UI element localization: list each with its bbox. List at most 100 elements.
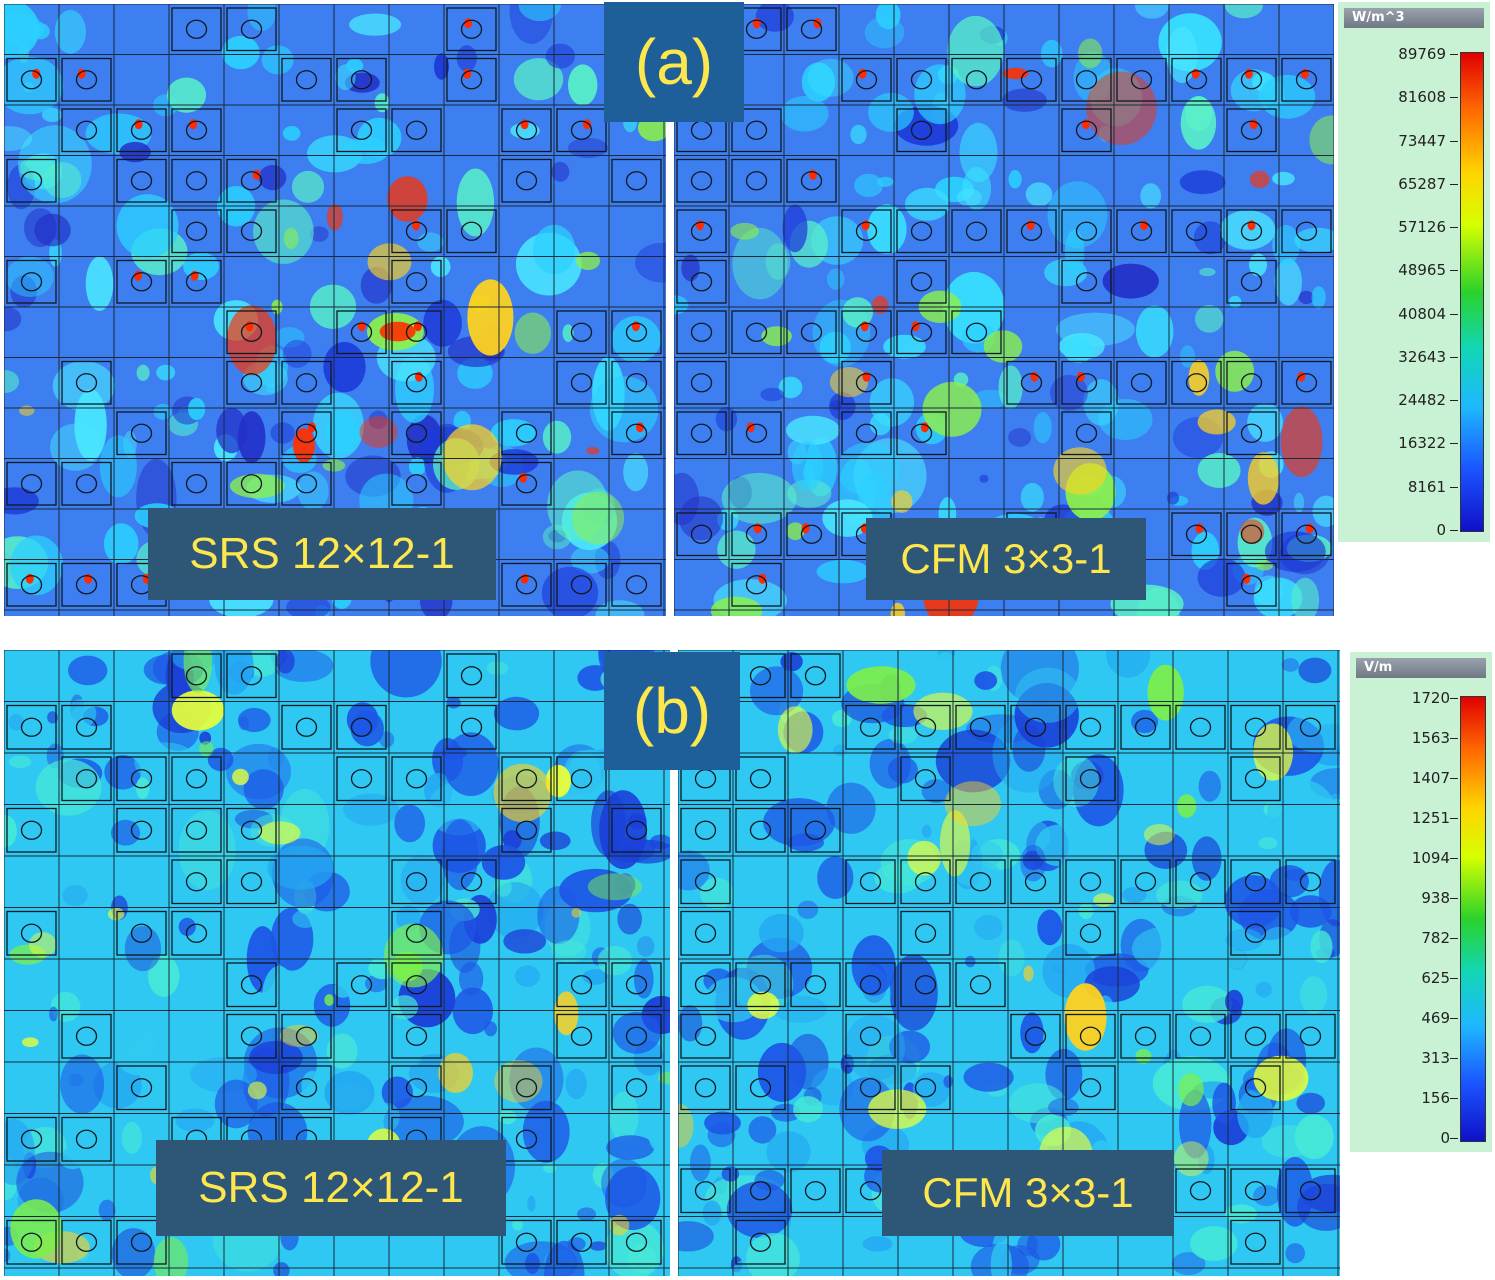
unit-cell-ring <box>75 474 98 494</box>
colorbar-tick-mark <box>1450 486 1458 488</box>
colorbar-tick-label: 1094 <box>1411 849 1450 867</box>
unit-cell-square <box>61 756 112 802</box>
unit-cell-square <box>1171 360 1222 405</box>
unit-cell-square <box>676 209 727 254</box>
unit-cell-square <box>446 7 497 52</box>
unit-cell-square <box>6 1219 57 1265</box>
unit-cell-square <box>391 1013 442 1059</box>
unit-cell-ring <box>295 70 318 90</box>
colorbar-tick-label: 57126 <box>1398 218 1446 237</box>
unit-cell-ring <box>405 923 428 943</box>
unit-cell-ring <box>460 221 483 241</box>
unit-cell-square <box>611 360 662 405</box>
unit-cell-ring <box>1075 423 1098 443</box>
unit-cell-square <box>226 859 277 905</box>
unit-cell-ring <box>855 373 878 393</box>
unit-cell-square <box>1061 108 1112 153</box>
unit-cell-square <box>1006 209 1057 254</box>
unit-cell-ring <box>914 975 937 995</box>
unit-cell-square <box>611 411 662 456</box>
unit-cell-square <box>61 704 112 750</box>
unit-cell-square <box>226 310 277 355</box>
unit-cell-ring <box>1079 923 1102 943</box>
unit-cell-square <box>896 411 947 456</box>
unit-cell-square <box>1230 1065 1281 1111</box>
unit-cell-ring <box>295 423 318 443</box>
unit-cell-ring <box>350 70 373 90</box>
unit-cell-ring <box>625 820 648 840</box>
unit-cell-square <box>790 1168 841 1214</box>
unit-cell-square <box>281 1065 332 1111</box>
unit-cell-ring <box>749 1181 772 1201</box>
unit-cell-square <box>1226 57 1277 102</box>
unit-cell-ring <box>130 1078 153 1098</box>
unit-cell-square <box>1230 910 1281 956</box>
figure-b-colorbar-gradient <box>1460 696 1486 1142</box>
unit-cell-ring <box>1244 769 1267 789</box>
unit-cell-square <box>281 57 332 102</box>
unit-cell-square <box>1281 360 1332 405</box>
unit-cell-ring <box>130 272 153 292</box>
unit-cell-square <box>611 310 662 355</box>
figure-b-colorbar-unit: V/m <box>1356 658 1486 678</box>
unit-cell-square <box>900 962 951 1008</box>
unit-cell-ring <box>625 1232 648 1252</box>
unit-cell-square <box>1281 57 1332 102</box>
unit-cell-square <box>556 962 607 1008</box>
unit-cell-ring <box>20 474 43 494</box>
unit-cell-ring <box>804 975 827 995</box>
unit-cell-square <box>676 512 727 557</box>
unit-cell-square <box>336 108 387 153</box>
unit-cell-square <box>226 1013 277 1059</box>
unit-cell-square <box>786 512 837 557</box>
unit-cell-ring <box>749 666 772 686</box>
unit-cell-square <box>556 360 607 405</box>
unit-cell-ring <box>914 717 937 737</box>
unit-cell-square <box>680 1013 731 1059</box>
unit-cell-ring <box>240 975 263 995</box>
unit-cell-square <box>676 411 727 456</box>
figure-a-letter: (a) <box>604 2 744 122</box>
colorbar-tick-label: 1563 <box>1411 729 1450 747</box>
unit-cell-ring <box>914 872 937 892</box>
unit-cell-square <box>61 57 112 102</box>
unit-cell-square <box>1061 259 1112 304</box>
unit-cell-ring <box>745 171 768 191</box>
unit-cell-square <box>900 910 951 956</box>
unit-cell-square <box>446 57 497 102</box>
unit-cell-ring <box>130 171 153 191</box>
unit-cell-square <box>61 461 112 506</box>
unit-cell-square <box>6 158 57 203</box>
unit-cell-ring <box>75 373 98 393</box>
unit-cell-square <box>1226 108 1277 153</box>
unit-cell-square <box>501 411 552 456</box>
unit-cell-ring <box>859 1078 882 1098</box>
unit-cell-square <box>226 653 277 699</box>
unit-cell-ring <box>855 221 878 241</box>
unit-cell-ring <box>625 1026 648 1046</box>
unit-cell-ring <box>694 820 717 840</box>
unit-cell-square <box>1116 57 1167 102</box>
unit-cell-ring <box>694 1026 717 1046</box>
unit-cell-ring <box>914 769 937 789</box>
unit-cell-ring <box>1134 872 1157 892</box>
unit-cell-ring <box>1295 524 1318 544</box>
unit-cell-ring <box>405 1078 428 1098</box>
unit-cell-square <box>1230 859 1281 905</box>
unit-cell-square <box>501 461 552 506</box>
unit-cell-square <box>790 807 841 853</box>
colorbar-tick-label: 24482 <box>1398 391 1446 410</box>
unit-cell-square <box>1171 209 1222 254</box>
unit-cell-ring <box>20 171 43 191</box>
unit-cell-ring <box>749 820 772 840</box>
unit-cell-ring <box>185 120 208 140</box>
unit-cell-ring <box>694 872 717 892</box>
unit-cell-ring <box>130 1232 153 1252</box>
unit-cell-ring <box>1189 872 1212 892</box>
unit-cell-square <box>446 704 497 750</box>
unit-cell-ring <box>185 19 208 39</box>
unit-cell-square <box>556 562 607 607</box>
unit-cell-square <box>1285 1013 1336 1059</box>
unit-cell-square <box>1010 859 1061 905</box>
colorbar-tick-label: 48965 <box>1398 261 1446 280</box>
